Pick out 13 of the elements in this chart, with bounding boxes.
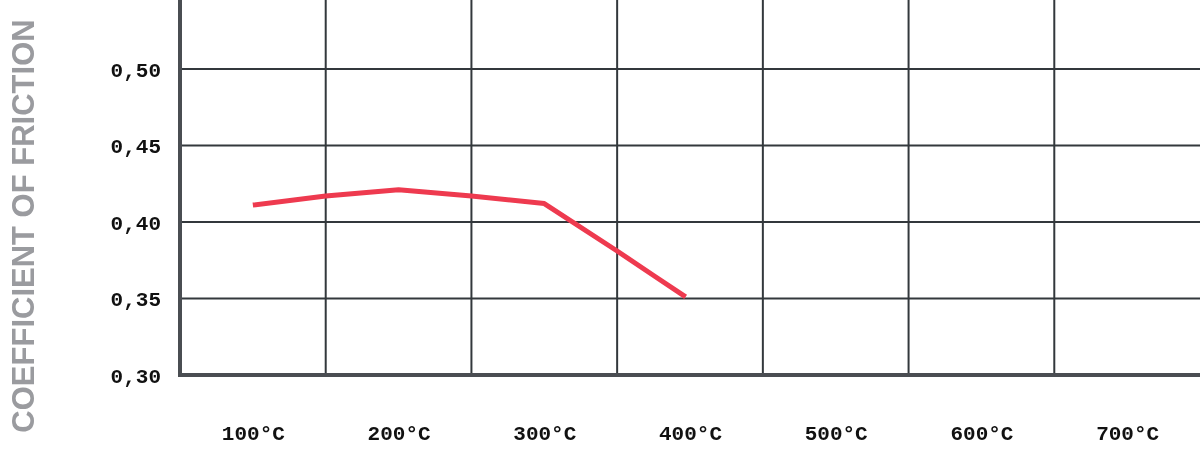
x-tick-label: 300°C [513, 422, 577, 446]
y-axis-title: COEFFICIENT OF FRICTION [6, 19, 41, 433]
x-tick-label: 600°C [950, 422, 1014, 446]
y-tick-label: 0,50 [110, 59, 161, 83]
y-tick-label: 0,35 [110, 289, 161, 313]
y-tick-label: 0,45 [110, 136, 161, 160]
x-tick-label: 400°C [658, 422, 723, 446]
x-tick-label: 200°C [367, 422, 431, 446]
y-tick-label: 0,30 [110, 365, 161, 389]
x-tick-label: 100°C [221, 422, 286, 446]
x-tick-label: 700°C [1096, 422, 1160, 446]
y-tick-label: 0,40 [110, 212, 161, 236]
x-tick-label: 500°C [804, 422, 869, 446]
